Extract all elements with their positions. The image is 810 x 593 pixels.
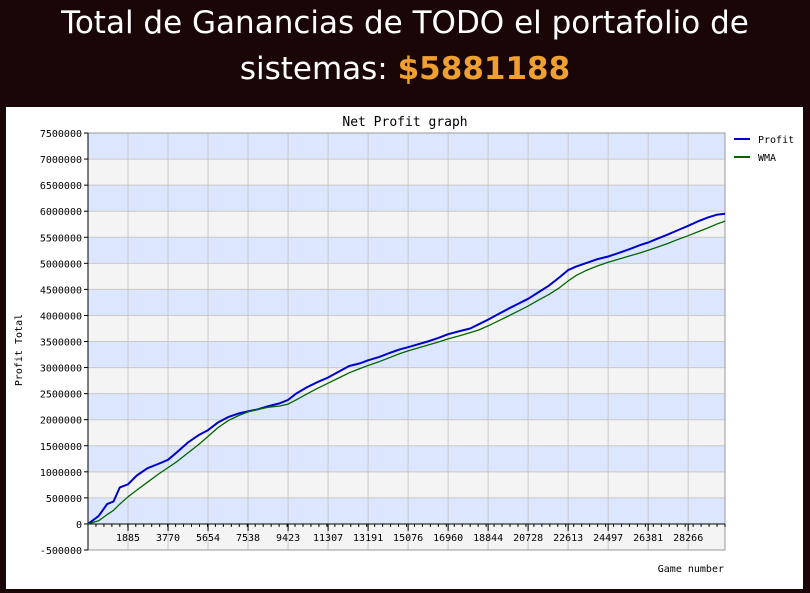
x-tick-label: 22613: [553, 533, 583, 544]
x-tick-label: 18844: [473, 533, 503, 544]
series-line-wma: [87, 220, 726, 525]
chart-band: [88, 159, 725, 186]
chart-band: [88, 523, 725, 550]
x-tick-label: 28266: [673, 533, 703, 544]
x-tick-label: 13191: [353, 533, 383, 544]
net-profit-chart: -500000 0 500000 1000000 1500000 2000000 25000…: [14, 115, 794, 575]
x-axis-label: Game number: [658, 564, 724, 575]
y-tick-label: 6000000: [40, 207, 82, 218]
x-tick-label: 7538: [236, 533, 260, 544]
chart-band: [88, 419, 725, 446]
x-tick-label: 20728: [513, 533, 543, 544]
y-tick-label: 6500000: [40, 181, 82, 192]
chart-band: [88, 497, 725, 524]
chart-band: [88, 133, 725, 160]
y-tick-label: -500000: [40, 546, 82, 557]
chart-bands: [88, 132, 725, 551]
header-title-prefix: sistemas:: [239, 51, 398, 87]
y-tick-label: 1500000: [40, 442, 82, 453]
y-tick-label: 2500000: [40, 390, 82, 401]
net-profit-chart-panel: -500000 0 500000 1000000 1500000 2000000 25000…: [6, 107, 803, 589]
y-tick-label: 0: [76, 520, 82, 531]
x-tick-label: 3770: [156, 533, 180, 544]
x-tick-label: 9423: [276, 533, 300, 544]
chart-band: [88, 471, 725, 498]
x-tick-label: 5654: [196, 533, 220, 544]
y-tick-label: 500000: [46, 494, 82, 505]
x-tick-label: 24497: [593, 533, 623, 544]
x-tick-label: 11307: [313, 533, 343, 544]
chart-band: [88, 367, 725, 394]
y-tick-label: 4500000: [40, 285, 82, 296]
x-tick-label: 26381: [633, 533, 663, 544]
y-tick-label: 2000000: [40, 416, 82, 427]
x-tick-label: 1885: [116, 533, 140, 544]
chart-legend: Profit WMA: [734, 135, 794, 164]
chart-series: [87, 212, 726, 525]
chart-band: [88, 315, 725, 342]
y-tick-label: 5000000: [40, 259, 82, 270]
y-tick-label: 4000000: [40, 311, 82, 322]
chart-vertical-grid: [127, 133, 689, 550]
y-axis-ticks: -500000 0 500000 1000000 1500000 2000000 25000…: [40, 129, 88, 557]
chart-band: [88, 289, 725, 316]
y-tick-label: 5500000: [40, 233, 82, 244]
chart-band: [88, 263, 725, 290]
chart-band: [88, 237, 725, 264]
chart-band: [88, 393, 725, 420]
chart-band: [88, 445, 725, 472]
x-axis-ticks: 1885 3770 5654 7538 9423 11307 13191 15076 16960…: [116, 523, 703, 544]
chart-title: Net Profit graph: [342, 115, 467, 130]
y-axis-label: Profit Total: [14, 314, 25, 386]
chart-band: [88, 341, 725, 368]
page-header: Total de Ganancias de TODO el portafolio…: [0, 0, 810, 100]
y-tick-label: 7500000: [40, 129, 82, 140]
y-tick-label: 7000000: [40, 155, 82, 166]
header-title-line1: Total de Ganancias de TODO el portafolio…: [61, 5, 749, 41]
y-tick-label: 1000000: [40, 468, 82, 479]
legend-label-wma: WMA: [758, 153, 776, 164]
series-line-profit: [87, 212, 726, 525]
y-tick-label: 3000000: [40, 364, 82, 375]
y-tick-label: 3500000: [40, 338, 82, 349]
x-tick-label: 15076: [393, 533, 423, 544]
chart-band: [88, 211, 725, 238]
x-tick-label: 16960: [433, 533, 463, 544]
chart-band: [88, 185, 725, 212]
total-profit-amount: $5881188: [397, 51, 571, 87]
header-title-line2: sistemas: $5881188: [0, 46, 810, 92]
legend-label-profit: Profit: [758, 135, 794, 146]
